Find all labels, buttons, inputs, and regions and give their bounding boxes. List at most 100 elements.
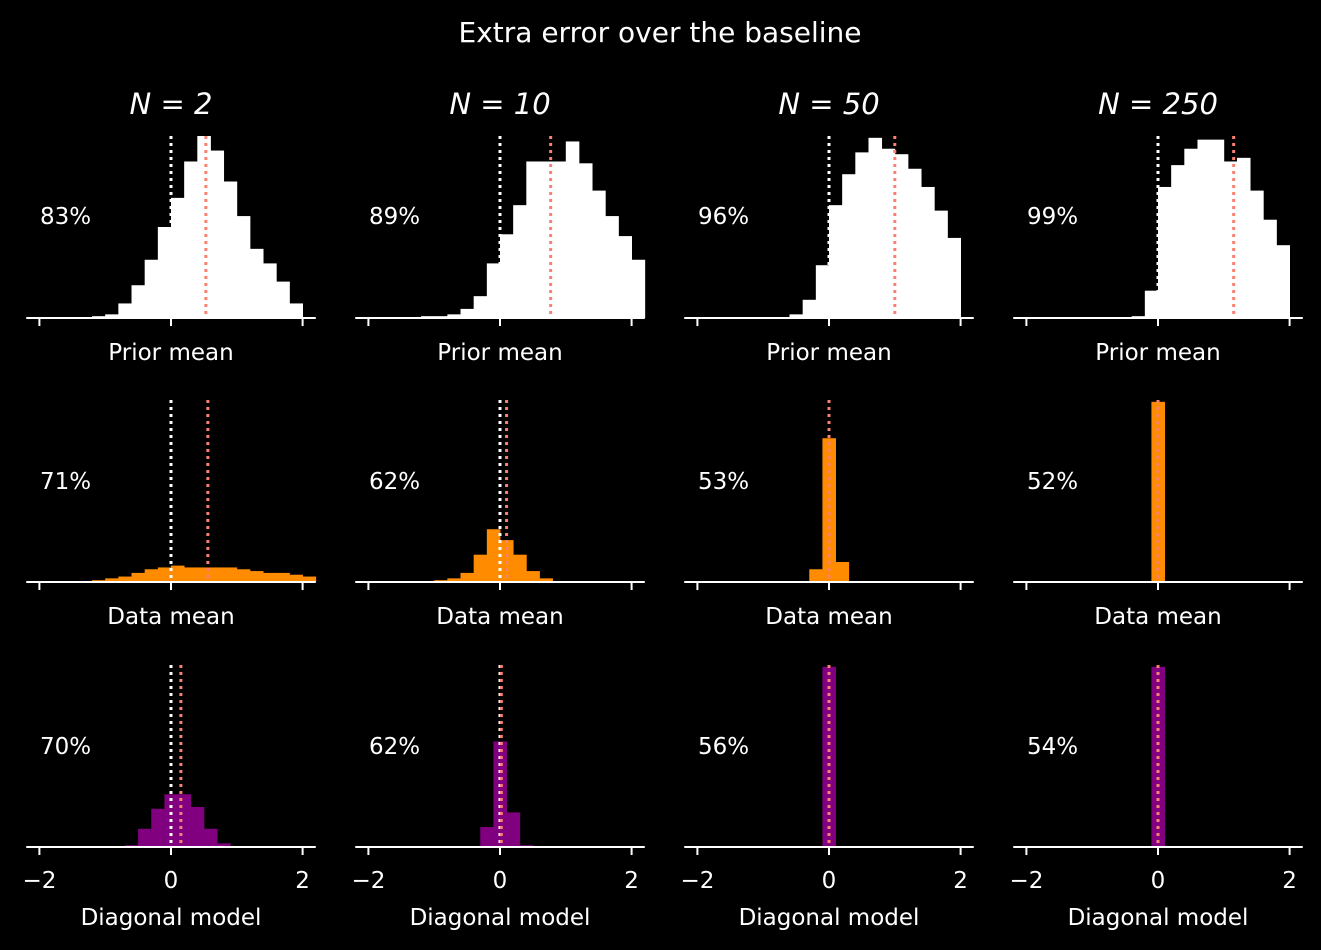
histogram-bar-r3c1: [151, 808, 165, 847]
histogram-bar-r1c2: [513, 205, 527, 318]
histogram-bar-r3c2: [493, 741, 507, 847]
percent-label-r3c1: 70%: [40, 734, 91, 760]
axis-label-r2c1: Data mean: [107, 604, 234, 630]
x-tick-label-r3c3: −2: [680, 868, 714, 894]
percent-label-r2c3: 53%: [698, 469, 749, 495]
histogram-bar-r3c1: [190, 806, 205, 847]
histogram-bar-r2c1: [157, 567, 172, 582]
x-tick-label-r3c4: 0: [1151, 868, 1166, 894]
histogram-bar-r1c1: [105, 314, 119, 318]
histogram-bar-r1c1: [249, 248, 264, 318]
histogram-bar-r2c1: [289, 574, 303, 582]
histogram-bar-r1c1: [118, 303, 132, 318]
histogram-bar-r2c1: [105, 578, 119, 582]
histogram-bar-r1c1: [263, 263, 277, 318]
axis-label-r3c1: Diagonal model: [81, 905, 262, 931]
histogram-bar-r2c1: [118, 576, 132, 582]
x-tick-label-r3c1: 2: [295, 868, 310, 894]
column-title-2: N = 10: [449, 87, 550, 121]
histogram-bar-r2c2: [486, 529, 501, 582]
percent-label-r3c2: 62%: [369, 734, 420, 760]
histogram-bar-r2c1: [302, 576, 317, 582]
histogram-bar-r2c2: [539, 578, 554, 582]
histogram-bar-r2c1: [184, 567, 198, 582]
histogram-bar-r1c1: [236, 216, 251, 318]
axis-label-r2c4: Data mean: [1094, 604, 1221, 630]
percent-label-r1c3: 96%: [698, 204, 749, 230]
histogram-bar-r1c3: [855, 152, 869, 318]
x-tick-label-r3c2: 2: [624, 868, 639, 894]
histogram-bar-r3c1: [217, 843, 231, 847]
x-tick-label-r3c2: 0: [493, 868, 508, 894]
histogram-bar-r1c2: [605, 216, 619, 318]
percent-label-r2c1: 71%: [40, 469, 91, 495]
histogram-bar-r1c2: [447, 314, 461, 318]
histogram-bar-r1c3: [802, 299, 817, 318]
histogram-bar-r2c2: [526, 571, 540, 582]
histogram-bar-r1c3: [868, 137, 883, 318]
histogram-bar-r1c2: [460, 308, 475, 318]
histogram-bar-r2c1: [197, 567, 211, 582]
histogram-bar-r1c3: [842, 174, 856, 318]
axis-label-r1c3: Prior mean: [766, 340, 891, 366]
x-tick-label-r3c4: −2: [1009, 868, 1043, 894]
axis-label-r1c4: Prior mean: [1095, 340, 1220, 366]
histogram-bar-r1c2: [592, 190, 606, 318]
histogram-bar-r2c1: [171, 565, 185, 582]
histogram-bar-r2c2: [513, 554, 527, 582]
axis-label-r3c2: Diagonal model: [410, 905, 591, 931]
histogram-bar-r1c1: [184, 161, 198, 318]
chart-title: Extra error over the baseline: [459, 16, 862, 49]
histogram-bar-r1c3: [829, 205, 843, 318]
percent-label-r2c2: 62%: [369, 469, 420, 495]
histogram-bar-r1c4: [1210, 139, 1225, 318]
histogram-bar-r1c1: [197, 136, 211, 318]
histogram-bar-r2c1: [249, 571, 264, 582]
histogram-bar-r1c1: [289, 303, 303, 318]
histogram-bar-r3c2: [480, 826, 494, 847]
histogram-bar-r1c3: [934, 210, 948, 318]
histogram-bar-r1c4: [1144, 290, 1159, 318]
histogram-bar-r2c3: [835, 561, 850, 582]
histogram-bar-r1c3: [881, 148, 896, 318]
histogram-bar-r3c1: [138, 828, 152, 847]
histogram-bar-r1c2: [500, 234, 514, 318]
axis-label-r2c3: Data mean: [765, 604, 892, 630]
histogram-bar-r1c3: [815, 265, 830, 318]
axis-label-r2c2: Data mean: [436, 604, 563, 630]
axis-label-r3c3: Diagonal model: [739, 905, 920, 931]
histogram-bar-r1c4: [1223, 161, 1238, 318]
histogram-bar-r1c3: [789, 314, 804, 318]
histogram-bar-r1c1: [223, 181, 238, 318]
histogram-bar-r1c2: [539, 161, 554, 318]
x-tick-label-r3c1: −2: [22, 868, 56, 894]
axis-label-r3c4: Diagonal model: [1068, 905, 1249, 931]
histogram-bar-r2c3: [809, 569, 823, 582]
histogram-bar-r1c4: [1171, 165, 1185, 318]
histogram-bar-r2c2: [447, 578, 461, 582]
histogram-bar-r1c4: [1263, 219, 1277, 318]
x-tick-label-r3c2: −2: [351, 868, 385, 894]
panels: 83% Prior mean 89% Prior mean 96% Prior mean 9…: [22, 136, 1303, 931]
column-title-3: N = 50: [778, 87, 879, 121]
axis-label-r1c2: Prior mean: [437, 340, 562, 366]
histogram-bar-r1c2: [578, 163, 593, 318]
histogram-bar-r1c3: [921, 186, 935, 318]
histogram-bar-r1c2: [618, 236, 632, 318]
column-title-4: N = 250: [1098, 87, 1218, 121]
histogram-bar-r1c2: [565, 141, 580, 318]
percent-label-r1c2: 89%: [369, 204, 420, 230]
histogram-bar-r1c4: [1276, 245, 1290, 318]
histogram-bar-r2c1: [131, 572, 146, 582]
percent-label-r2c4: 52%: [1027, 469, 1078, 495]
percent-label-r1c1: 83%: [40, 204, 91, 230]
histogram-bar-r2c1: [210, 567, 225, 582]
histogram-bar-r1c2: [486, 263, 501, 318]
histogram-bar-r1c4: [1250, 190, 1264, 318]
histogram-bar-r1c1: [131, 285, 146, 318]
histogram-bar-r1c2: [631, 259, 646, 318]
histogram-bar-r1c3: [907, 168, 922, 318]
histogram-bar-r2c2: [473, 554, 488, 582]
histogram-bar-r1c4: [1236, 157, 1251, 318]
histogram-bar-r3c1: [203, 828, 218, 847]
